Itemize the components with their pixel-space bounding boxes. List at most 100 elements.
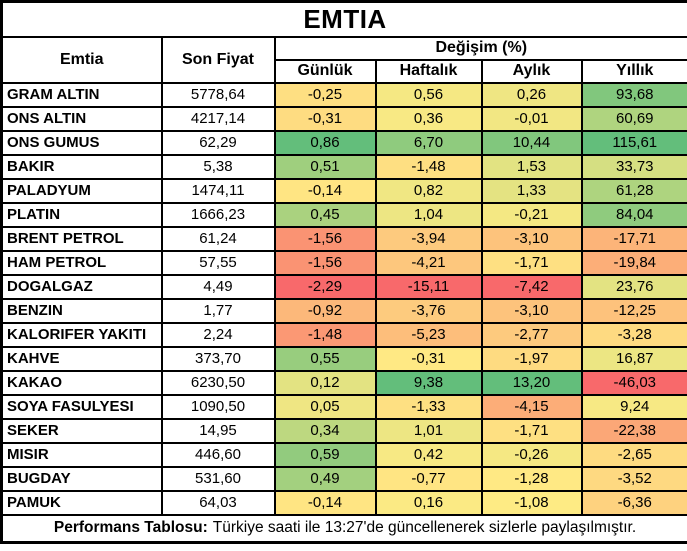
change-cell-haftalik: -15,11 [374,273,483,300]
change-cell-gunluk: -1,56 [273,249,377,276]
header-row-top: Emtia Son Fiyat Değişim (%) [0,35,687,84]
change-cell-aylik: -7,42 [480,273,583,300]
last-price-cell: 1666,23 [160,201,276,228]
change-cell-yillik: 9,24 [580,393,687,420]
col-header-son-fiyat: Son Fiyat [160,35,276,84]
change-cell-aylik: -2,77 [480,321,583,348]
change-cell-aylik: -0,01 [480,105,583,132]
footer-text: Türkiye saati ile 13:27'de güncellenerek… [212,519,637,537]
last-price-cell: 64,03 [160,489,276,516]
change-cell-haftalik: -5,23 [374,321,483,348]
commodity-name-cell: DOGALGAZ [0,273,163,300]
footer-note: Performans Tablosu: Türkiye saati ile 13:… [0,513,687,544]
commodity-name-cell: MISIR [0,441,163,468]
table-row: SOYA FASULYESI 1090,50 0,05 -1,33 -4,15 9,24 [0,393,687,420]
change-cell-aylik: -1,28 [480,465,583,492]
page-title: EMTIA [0,0,687,38]
change-cell-yillik: 84,04 [580,201,687,228]
change-cell-haftalik: 0,82 [374,177,483,204]
last-price-cell: 5,38 [160,153,276,180]
change-cell-gunluk: -0,14 [273,177,377,204]
last-price-cell: 62,29 [160,129,276,156]
change-cell-aylik: 13,20 [480,369,583,396]
commodity-name-cell: ONS GUMUS [0,129,163,156]
change-cell-gunluk: 0,49 [273,465,377,492]
change-cell-haftalik: -3,94 [374,225,483,252]
commodity-name-cell: KAHVE [0,345,163,372]
change-cell-gunluk: -0,25 [273,81,377,108]
table-row: PLATIN 1666,23 0,45 1,04 -0,21 84,04 [0,201,687,228]
last-price-cell: 6230,50 [160,369,276,396]
change-cell-yillik: -12,25 [580,297,687,324]
table-row: KALORIFER YAKITI 2,24 -1,48 -5,23 -2,77 -3,28 [0,321,687,348]
change-cell-yillik: -3,28 [580,321,687,348]
table-row: BAKIR 5,38 0,51 -1,48 1,53 33,73 [0,153,687,180]
last-price-cell: 2,24 [160,321,276,348]
change-cell-yillik: -2,65 [580,441,687,468]
change-cell-aylik: 1,33 [480,177,583,204]
change-cell-gunluk: 0,55 [273,345,377,372]
change-cell-haftalik: -1,48 [374,153,483,180]
commodity-name-cell: PAMUK [0,489,163,516]
header-row-sub: Günlük Haftalık Aylık Yıllık [2,58,687,84]
last-price-cell: 14,95 [160,417,276,444]
change-cell-yillik: 16,87 [580,345,687,372]
change-cell-haftalik: 1,04 [374,201,483,228]
commodity-name-cell: HAM PETROL [0,249,163,276]
change-cell-gunluk: 0,51 [273,153,377,180]
commodity-name-cell: BENZIN [0,297,163,324]
col-header-yillik: Yıllık [580,58,687,84]
commodity-name-cell: BRENT PETROL [0,225,163,252]
footer-label: Performans Tablosu: [53,519,208,537]
change-cell-aylik: 10,44 [480,129,583,156]
table-row: MISIR 446,60 0,59 0,42 -0,26 -2,65 [0,441,687,468]
change-cell-gunluk: -2,29 [273,273,377,300]
table-row: KAHVE 373,70 0,55 -0,31 -1,97 16,87 [0,345,687,372]
change-cell-haftalik: -1,33 [374,393,483,420]
change-cell-aylik: -1,71 [480,417,583,444]
change-cell-haftalik: -0,77 [374,465,483,492]
last-price-cell: 446,60 [160,441,276,468]
last-price-cell: 5778,64 [160,81,276,108]
change-cell-haftalik: -4,21 [374,249,483,276]
change-cell-aylik: -1,08 [480,489,583,516]
footer-row: Performans Tablosu: Türkiye saati ile 13:… [0,513,687,544]
change-cell-yillik: 115,61 [580,129,687,156]
col-header-aylik: Aylık [480,58,583,84]
table-row: KAKAO 6230,50 0,12 9,38 13,20 -46,03 [0,369,687,396]
change-cell-yillik: 93,68 [580,81,687,108]
table-row: ONS ALTIN 4217,14 -0,31 0,36 -0,01 60,69 [0,105,687,132]
commodity-name-cell: KAKAO [0,369,163,396]
change-cell-gunluk: 0,34 [273,417,377,444]
table-row: GRAM ALTIN 5778,64 -0,25 0,56 0,26 93,68 [0,81,687,108]
change-cell-gunluk: -0,92 [273,297,377,324]
table-row: BENZIN 1,77 -0,92 -3,76 -3,10 -12,25 [0,297,687,324]
change-cell-yillik: -3,52 [580,465,687,492]
change-cell-gunluk: -0,31 [273,105,377,132]
table-row: ONS GUMUS 62,29 0,86 6,70 10,44 115,61 [0,129,687,156]
commodity-name-cell: GRAM ALTIN [0,81,163,108]
change-cell-haftalik: -0,31 [374,345,483,372]
col-header-degisim: Değişim (%) [273,35,687,61]
change-cell-aylik: -3,10 [480,297,583,324]
change-cell-yillik: -6,36 [580,489,687,516]
change-cell-yillik: 23,76 [580,273,687,300]
commodity-name-cell: PLATIN [0,201,163,228]
change-cell-yillik: -17,71 [580,225,687,252]
title-row: EMTIA [0,0,687,38]
col-header-haftalik: Haftalık [374,58,483,84]
change-cell-aylik: -0,21 [480,201,583,228]
change-cell-yillik: 33,73 [580,153,687,180]
change-cell-gunluk: -1,56 [273,225,377,252]
last-price-cell: 1,77 [160,297,276,324]
last-price-cell: 1474,11 [160,177,276,204]
commodity-name-cell: KALORIFER YAKITI [0,321,163,348]
last-price-cell: 61,24 [160,225,276,252]
change-cell-aylik: -4,15 [480,393,583,420]
col-header-emtia: Emtia [0,35,163,84]
change-cell-haftalik: 9,38 [374,369,483,396]
change-cell-gunluk: 0,86 [273,129,377,156]
change-cell-yillik: 60,69 [580,105,687,132]
